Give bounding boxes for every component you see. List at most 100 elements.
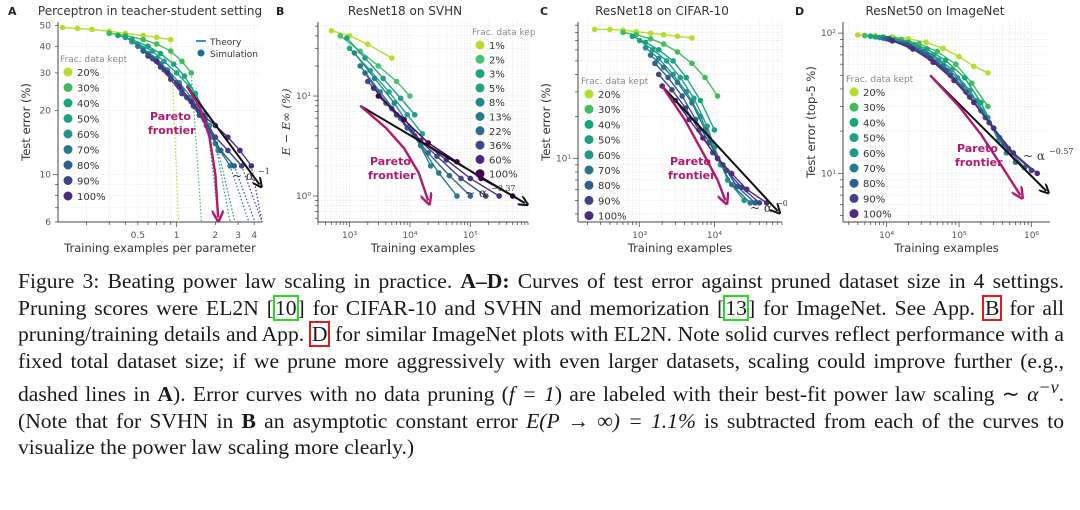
- citation-link-13[interactable]: 13: [723, 294, 749, 321]
- pareto-label: frontier: [668, 169, 716, 182]
- data-point: [370, 85, 377, 91]
- data-point: [176, 83, 183, 89]
- data-point: [74, 25, 81, 32]
- data-point: [1005, 145, 1012, 152]
- x-tick-label: 10⁵: [952, 231, 967, 241]
- legend-swatch: [849, 148, 859, 158]
- legend-label: 60%: [598, 151, 620, 162]
- data-point: [375, 63, 382, 69]
- data-point: [364, 78, 371, 85]
- legend-swatch: [63, 191, 73, 201]
- legend-label: 2%: [489, 55, 505, 66]
- pareto-label: Pareto: [150, 110, 191, 123]
- extrapolation-dashed-line: [214, 143, 231, 223]
- data-point: [620, 29, 626, 36]
- caption-text: Curves of test error against pruned data…: [18, 269, 1064, 320]
- data-point: [157, 64, 164, 70]
- legend-swatch: [63, 160, 73, 170]
- y-axis-label: Test error (%): [19, 83, 33, 162]
- legend-title: Frac. data kept: [60, 55, 128, 65]
- data-point: [591, 26, 598, 33]
- caption-text: an asymptotic constant error: [255, 408, 527, 433]
- caption-bold-a: A: [157, 382, 174, 407]
- legend-label: 70%: [598, 166, 620, 177]
- legend-swatch: [849, 102, 859, 112]
- panel-title: ResNet18 on CIFAR-10: [595, 4, 729, 18]
- data-point: [217, 147, 224, 154]
- x-tick-label: 10⁶: [1024, 231, 1039, 241]
- data-point: [188, 70, 195, 76]
- data-point: [985, 103, 991, 110]
- data-point: [337, 33, 344, 39]
- caption-text: for all pruning/training details and App…: [18, 295, 1064, 347]
- data-point: [393, 78, 400, 85]
- data-point: [153, 34, 160, 41]
- series-line: [650, 54, 751, 204]
- legend-label: 5%: [489, 84, 505, 95]
- data-point: [122, 34, 129, 41]
- data-point: [357, 63, 364, 69]
- data-point: [952, 61, 959, 68]
- extrapolation-dashed-line: [170, 39, 180, 223]
- data-point: [714, 155, 721, 162]
- data-point: [212, 134, 219, 140]
- data-point: [140, 48, 146, 54]
- fit-annotation: ~ α: [750, 201, 772, 215]
- appendix-link-b[interactable]: B: [981, 294, 1003, 321]
- y-axis-label: Test error (top-5 %): [804, 66, 818, 179]
- legend-label: Theory: [209, 38, 242, 48]
- data-point: [467, 193, 474, 199]
- legend-label: 100%: [598, 212, 627, 223]
- legend-label: 70%: [863, 164, 885, 175]
- legend-swatch: [475, 140, 485, 150]
- data-point: [344, 35, 350, 41]
- x-tick-label: 10³: [342, 231, 357, 241]
- citation-link-10[interactable]: 10: [272, 294, 299, 321]
- data-point: [454, 193, 460, 199]
- data-point: [679, 93, 685, 99]
- data-point: [411, 111, 418, 118]
- series-30pct: [106, 30, 195, 76]
- data-point: [663, 58, 670, 64]
- legend-label: 50%: [863, 134, 885, 145]
- data-point: [496, 193, 502, 199]
- series-40pct: [115, 32, 210, 119]
- data-point: [752, 200, 758, 206]
- x-axis-label: Training examples per parameter: [63, 241, 256, 255]
- appendix-link-d[interactable]: D: [308, 321, 331, 347]
- data-point: [179, 58, 185, 65]
- data-point: [184, 94, 190, 101]
- caption-text: ] for ImageNet. See App.: [747, 295, 983, 320]
- x-axis-label: Training examples: [893, 241, 999, 255]
- legend-swatch: [849, 87, 859, 97]
- caption-text: . (Note that for SVHN in: [18, 382, 1065, 433]
- legend-swatch: [584, 135, 594, 145]
- data-point: [655, 55, 662, 62]
- series-line: [117, 34, 207, 116]
- data-point: [665, 74, 671, 81]
- pareto-label: Pareto: [957, 142, 998, 155]
- data-point: [364, 41, 371, 47]
- caption-text: ] for CIFAR-10 and SVHN and memorization…: [297, 295, 725, 320]
- series-30pct: [620, 29, 721, 99]
- legend-label: 8%: [489, 98, 505, 109]
- series-line: [892, 40, 1038, 174]
- data-point: [129, 38, 135, 45]
- data-point: [660, 64, 667, 71]
- legend-title: Frac. data kept: [472, 28, 535, 38]
- legend-swatch: [475, 83, 485, 93]
- data-point: [446, 172, 453, 179]
- legend-swatch: [63, 129, 73, 139]
- fit-annotation: ~ α: [1023, 149, 1045, 163]
- data-point: [647, 52, 654, 58]
- data-point: [427, 163, 434, 169]
- data-point: [714, 93, 721, 99]
- math-f-equals-1: f = 1: [508, 382, 555, 407]
- series-1pct: [328, 27, 395, 61]
- data-point: [164, 70, 171, 76]
- panel-d-chart: D ResNet50 on ImageNet 10⁴ 10⁵ 10⁶ 10¹ 10² Trai…: [795, 4, 1074, 255]
- data-point: [923, 39, 929, 46]
- data-point: [862, 32, 868, 39]
- x-tick-label: 10³: [632, 231, 647, 241]
- data-point: [990, 125, 997, 131]
